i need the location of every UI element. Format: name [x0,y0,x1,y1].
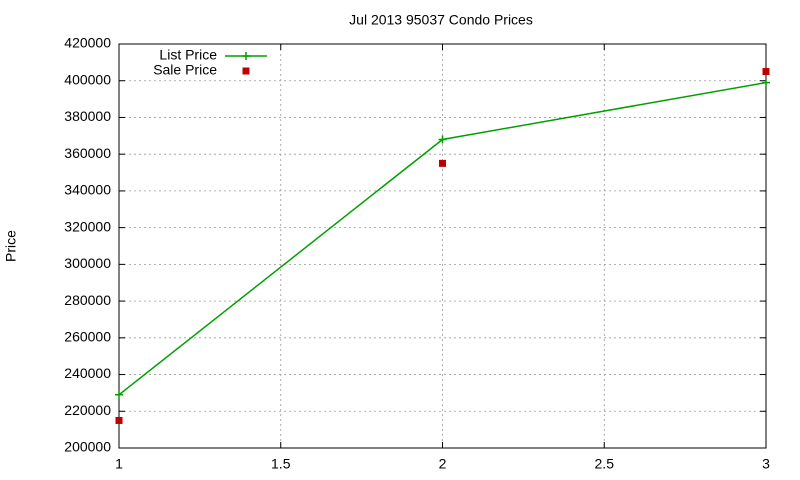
x-tick-label: 1 [115,456,123,472]
data-point [438,135,447,144]
legend-marker [242,52,250,60]
data-point [115,416,123,424]
legend-label: Sale Price [153,62,217,78]
y-tick-label: 200000 [64,439,111,455]
y-tick-label: 420000 [64,35,111,51]
plot-frame [118,43,767,449]
legend-label: List Price [159,47,217,63]
data-point [762,68,770,76]
x-tick-label: 3 [762,456,770,472]
y-tick-label: 280000 [64,292,111,308]
y-tick-label: 360000 [64,145,111,161]
x-tick-label: 1.5 [271,456,291,472]
data-point [115,390,123,399]
data-point [762,78,770,87]
data-point [439,159,446,167]
legend-marker [242,67,250,75]
y-tick-label: 340000 [64,182,111,198]
y-tick-label: 260000 [64,329,111,345]
y-axis-label: Price [3,230,19,262]
y-tick-label: 400000 [64,71,111,87]
y-tick-label: 300000 [64,255,111,271]
y-tick-label: 380000 [64,108,111,124]
chart-title: Jul 2013 95037 Condo Prices [349,12,533,28]
x-tick-label: 2.5 [595,456,615,472]
x-tick-label: 2 [439,456,447,472]
y-tick-label: 240000 [64,365,111,381]
y-tick-label: 320000 [64,218,111,234]
y-tick-label: 220000 [64,402,111,418]
